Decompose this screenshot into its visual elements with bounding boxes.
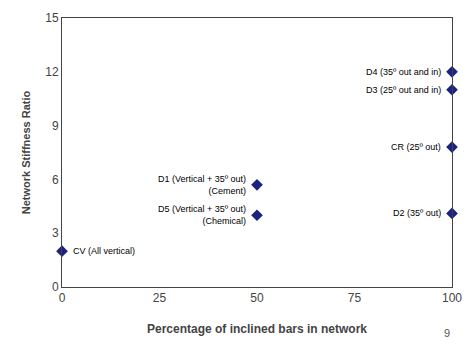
svg-text:0: 0 [52, 280, 59, 294]
svg-text:6: 6 [52, 173, 59, 187]
svg-text:Percentage of inclined bars in: Percentage of inclined bars in network [147, 322, 367, 336]
svg-text:Network Stiffness Ratio: Network Stiffness Ratio [20, 90, 32, 214]
svg-text:12: 12 [45, 65, 59, 79]
svg-text:CV (All vertical): CV (All vertical) [73, 246, 135, 256]
svg-text:D2 (35º out): D2 (35º out) [393, 208, 441, 218]
svg-text:15: 15 [45, 11, 59, 25]
svg-text:3: 3 [52, 226, 59, 240]
svg-text:D3 (25º out and in): D3 (25º out and in) [366, 85, 441, 95]
svg-text:D5 (Vertical + 35º out)(Chemic: D5 (Vertical + 35º out)(Chemical) [158, 204, 246, 226]
svg-text:9: 9 [444, 327, 450, 339]
svg-text:CR (25º out): CR (25º out) [391, 142, 441, 152]
svg-text:75: 75 [348, 291, 362, 305]
svg-text:100: 100 [442, 291, 462, 305]
svg-text:D4 (35º out and in): D4 (35º out and in) [366, 67, 441, 77]
svg-text:25: 25 [153, 291, 167, 305]
svg-text:0: 0 [59, 291, 66, 305]
svg-text:D1 (Vertical + 35º out)(Cement: D1 (Vertical + 35º out)(Cement) [158, 174, 246, 196]
svg-text:50: 50 [250, 291, 264, 305]
svg-text:9: 9 [52, 119, 59, 133]
